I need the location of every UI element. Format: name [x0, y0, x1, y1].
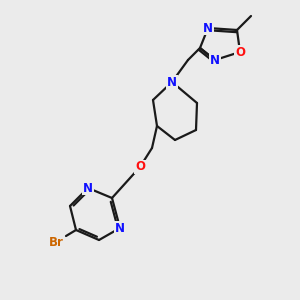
Text: O: O [135, 160, 145, 173]
Text: N: N [167, 76, 177, 88]
Text: N: N [115, 221, 125, 235]
Text: O: O [235, 46, 245, 59]
Text: N: N [210, 53, 220, 67]
Text: Br: Br [49, 236, 63, 248]
Text: N: N [203, 22, 213, 34]
Text: N: N [83, 182, 93, 194]
